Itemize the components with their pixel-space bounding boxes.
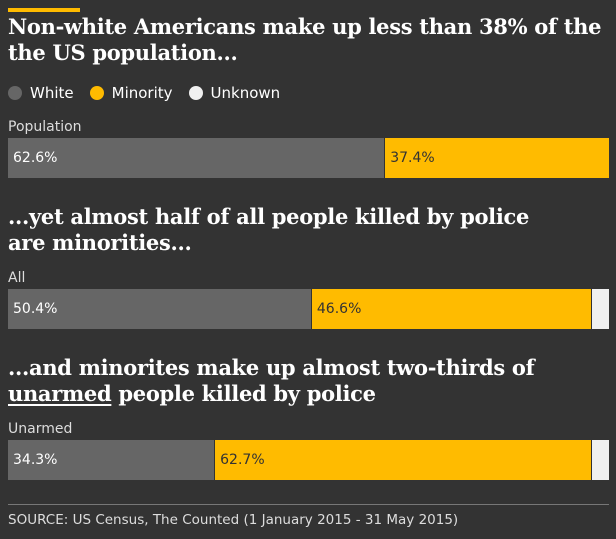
legend: White Minority Unknown <box>8 84 296 102</box>
heading-part-before: ...and minorites make up almost two-thir… <box>8 355 535 380</box>
bar-segment-unknown-unarmed <box>590 440 609 480</box>
stacked-bar-unarmed: 34.3% 62.7% <box>8 440 609 480</box>
bar-segment-minority-population: 37.4% <box>384 138 609 178</box>
data-label-white-unarmed: 34.3% <box>13 452 58 468</box>
legend-item-white: White <box>8 84 74 102</box>
bar-segment-white-unarmed: 34.3% <box>8 440 215 480</box>
bar-segment-white-all: 50.4% <box>8 289 311 329</box>
data-label-white-population: 62.6% <box>13 150 58 166</box>
source-divider <box>8 504 609 505</box>
stacked-bar-population: 62.6% 37.4% <box>8 138 609 178</box>
data-label-minority-unarmed: 62.7% <box>220 452 265 468</box>
source-note: SOURCE: US Census, The Counted (1 Januar… <box>8 512 459 528</box>
accent-rule <box>8 8 80 12</box>
data-label-minority-population: 37.4% <box>390 150 435 166</box>
bar-segment-white-population: 62.6% <box>8 138 385 178</box>
legend-item-unknown: Unknown <box>188 84 281 102</box>
legend-label-minority: Minority <box>111 84 173 102</box>
row-label-unarmed: Unarmed <box>8 421 73 437</box>
legend-label-white: White <box>30 84 74 102</box>
chart-subtitle-all: ...yet almost half of all people killed … <box>8 204 530 255</box>
stacked-bar-all: 50.4% 46.6% <box>8 289 609 329</box>
row-label-population: Population <box>8 119 82 135</box>
legend-swatch-unknown <box>188 86 203 100</box>
data-label-minority-all: 46.6% <box>316 301 362 317</box>
chart-subtitle-unarmed: ...and minorites make up almost two-thir… <box>8 355 608 407</box>
heading-part-after: people killed by police <box>111 381 376 406</box>
legend-item-minority: Minority <box>89 84 173 102</box>
heading-underlined-word: unarmed <box>8 381 112 406</box>
row-label-all: All <box>8 270 26 286</box>
legend-swatch-minority <box>89 86 104 100</box>
chart-title-population: Non-white Americans make up less than 38… <box>8 14 602 65</box>
bar-segment-minority-unarmed: 62.7% <box>214 440 591 480</box>
bar-segment-unknown-all <box>590 289 609 329</box>
legend-label-unknown: Unknown <box>210 84 281 102</box>
bar-segment-minority-all: 46.6% <box>310 289 591 329</box>
legend-swatch-white <box>8 86 22 100</box>
data-label-white-all: 50.4% <box>13 301 58 317</box>
